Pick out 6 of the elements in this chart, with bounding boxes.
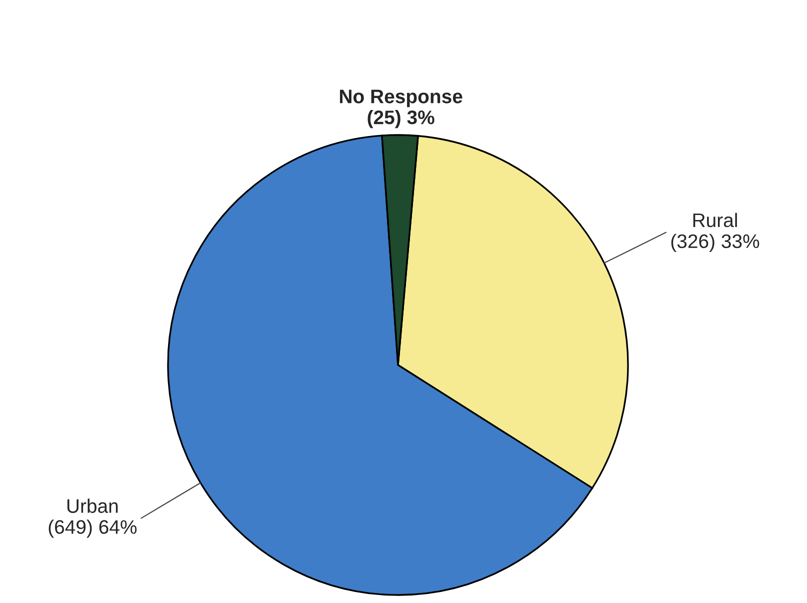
slice-label: No Response (340, 90, 462, 108)
slice-label: Rural (693, 212, 737, 228)
data-label: (326) 33% (671, 234, 760, 252)
slice-label: Urban (67, 498, 118, 513)
data-label: (25) 3% (368, 110, 434, 128)
data-label: (649) 64% (48, 520, 137, 538)
